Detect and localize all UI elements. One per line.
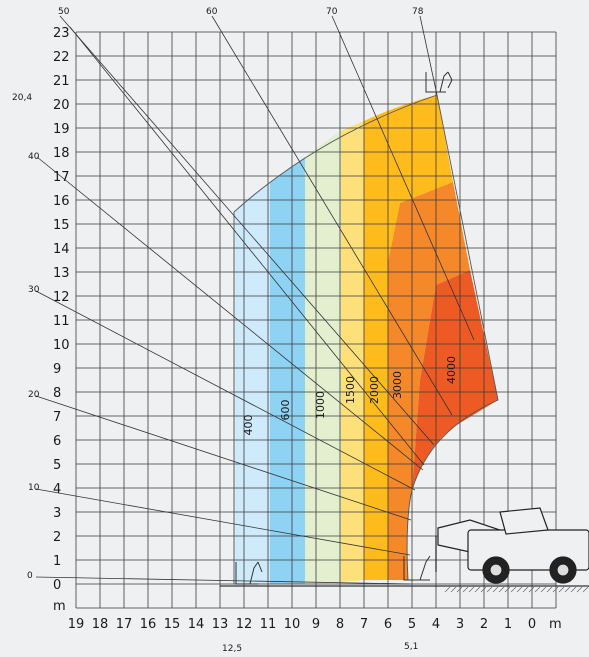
x-tick-label: 14 [188,617,205,632]
y-tick-label: 3 [53,506,61,521]
zone-label: 2000 [368,376,381,404]
angle-label: 50 [58,7,70,17]
angle-label: 0 [27,571,33,581]
angle-label: 60 [206,7,218,17]
x-tick-label: 2 [480,617,488,632]
x-tick-label: 13 [212,617,229,632]
zone-4000 [412,270,498,490]
x-tick-label: 9 [312,617,320,632]
y-tick-label: 15 [53,218,70,233]
y-tick-label: 4 [53,482,61,497]
x-tick-label: 17 [116,617,133,632]
load-zones [234,95,498,584]
labels: m m 20,4 12,5 5,1 0123456789101112131415… [12,7,562,654]
x-tick-label: 6 [384,617,392,632]
ground [220,585,589,593]
y-tick-label: 5 [53,458,61,473]
y-tick-label: 6 [53,434,61,449]
zone-label: 400 [242,415,255,436]
y-tick-label: 12 [53,290,70,305]
x-tick-label: 18 [92,617,109,632]
zone-1000 [305,131,341,584]
reach-label: 12,5 [222,644,242,654]
y-tick-label: 7 [53,410,61,425]
zone-outlines [233,94,499,584]
x-tick-label: 1 [504,617,512,632]
y-tick-label: 23 [53,26,70,41]
x-tick-label: 15 [164,617,181,632]
zone-3000 [388,182,470,580]
y-tick-label: 8 [53,386,61,401]
angle-label: 40 [28,152,40,162]
x-tick-label: 4 [432,617,440,632]
x-tick-label: 11 [260,617,277,632]
y-tick-label: 14 [53,242,70,257]
zone-600 [270,157,305,584]
y-tick-label: 9 [53,362,61,377]
angle-lines [35,15,475,585]
y-tick-label: 17 [53,170,70,185]
zone-400 [234,182,270,584]
angle-label: 20 [28,390,40,400]
x-unit: m [549,617,562,632]
angle-label: 78 [412,7,424,17]
y-tick-label: 2 [53,530,61,545]
zone-2000 [364,95,453,580]
y-tick-label: 13 [53,266,70,281]
x-tick-label: 8 [336,617,344,632]
y-tick-label: 20 [53,98,70,113]
zone-label: 600 [279,400,292,421]
max-height-label: 20,4 [12,93,32,103]
y-tick-label: 21 [53,74,70,89]
zone-label: 3000 [391,371,404,399]
x-tick-label: 16 [140,617,157,632]
y-tick-label: 0 [53,578,61,593]
forks-icon [235,71,453,585]
y-tick-label: 1 [53,554,61,569]
angle-label: 70 [326,7,338,17]
y-tick-label: 10 [53,338,70,353]
pivot-label: 5,1 [404,642,418,652]
y-tick-label: 18 [53,146,70,161]
x-tick-label: 3 [456,617,464,632]
grid [75,31,557,609]
angle-label: 30 [28,285,40,295]
y-tick-label: 16 [53,194,70,209]
x-tick-label: 5 [408,617,416,632]
y-unit: m [53,599,66,614]
truck-icon [435,507,589,584]
x-tick-label: 10 [284,617,301,632]
y-tick-label: 11 [53,314,70,329]
angle-label: 10 [28,483,40,493]
x-tick-label: 12 [236,617,253,632]
y-tick-label: 22 [53,50,70,65]
y-tick-label: 19 [53,122,70,137]
x-tick-label: 19 [68,617,85,632]
x-tick-label: 7 [360,617,368,632]
zone-label: 1500 [344,376,357,404]
zone-label: 1000 [314,391,327,419]
zone-label: 4000 [445,356,458,384]
x-tick-label: 0 [528,617,536,632]
